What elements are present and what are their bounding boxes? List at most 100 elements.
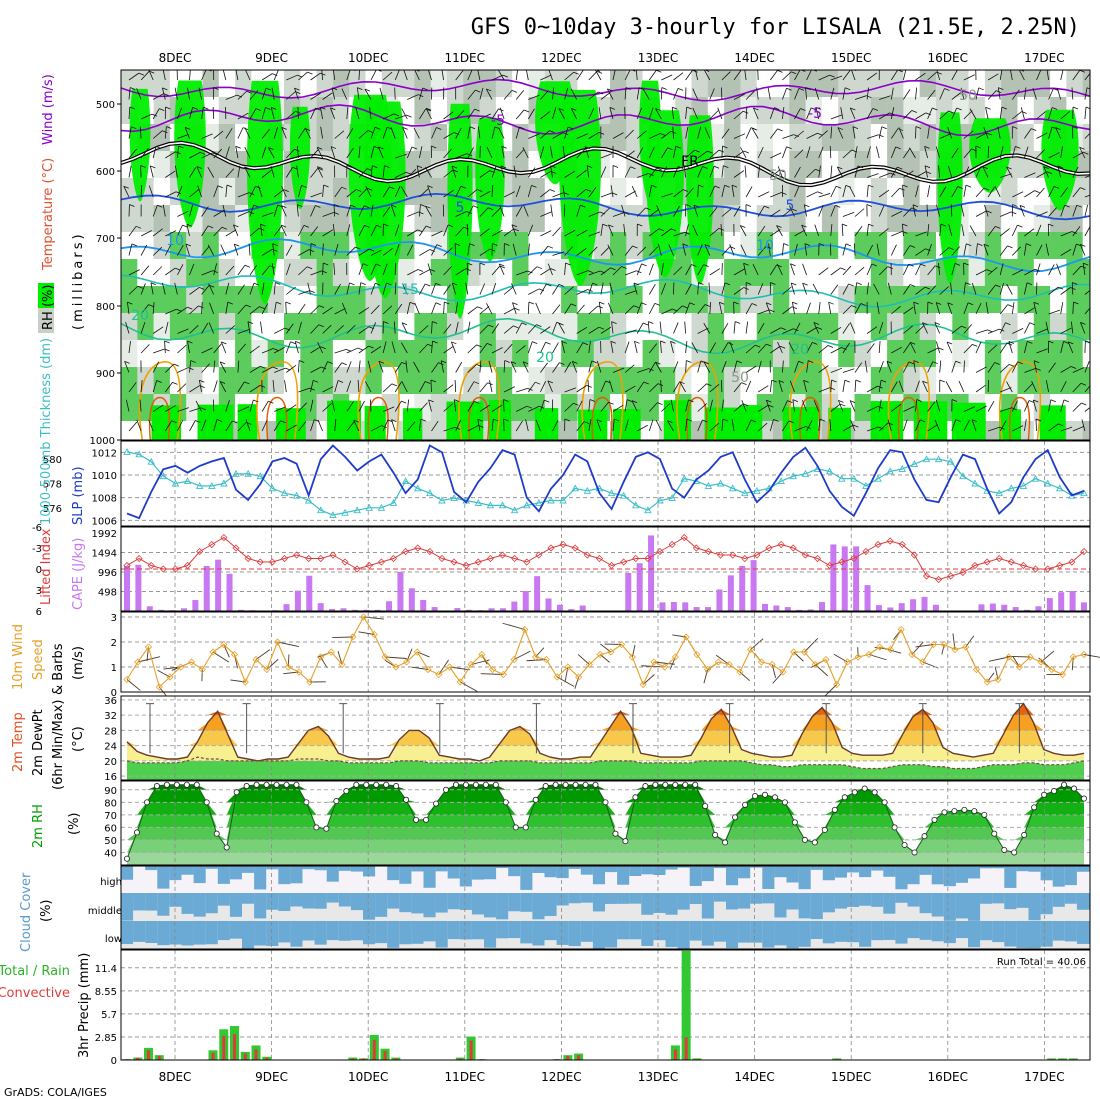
rh-cell xyxy=(218,367,236,395)
wind-barb-flag xyxy=(460,185,467,189)
rh-cell xyxy=(626,286,643,314)
wind-barb xyxy=(864,360,868,373)
wind-barb xyxy=(189,107,194,120)
rh-cell xyxy=(430,259,448,287)
wind-barb xyxy=(915,112,927,120)
wind-barb-flag xyxy=(402,127,408,130)
wind-barb-flag xyxy=(1091,225,1096,227)
wind-barb xyxy=(655,108,662,120)
wind10-point xyxy=(370,630,378,639)
rh-cell xyxy=(756,259,774,287)
wind-barb xyxy=(189,407,202,412)
rh-cell xyxy=(1050,70,1067,98)
rh-cell xyxy=(838,232,855,260)
thickness-point xyxy=(232,469,240,477)
lifted-index-point xyxy=(922,572,931,580)
wind-barb-flag xyxy=(840,403,846,407)
rh-cell xyxy=(821,286,839,314)
wind-barb xyxy=(237,360,240,373)
wind-barb xyxy=(164,126,167,139)
wind-barb xyxy=(562,146,565,159)
rh-cell xyxy=(186,340,203,368)
wind-barb xyxy=(382,383,393,393)
wind-barb xyxy=(950,282,953,295)
thickness-point xyxy=(317,506,325,514)
rh-cell xyxy=(202,259,220,287)
rh-cell xyxy=(838,124,855,152)
cape-bar xyxy=(454,608,461,611)
temp2m-tick-label: 20 xyxy=(104,757,117,768)
wind-barb xyxy=(576,133,588,139)
wind10-point xyxy=(177,663,185,671)
rh-cell xyxy=(561,313,578,341)
cloud-block xyxy=(568,893,582,904)
wind-barb xyxy=(878,380,882,393)
wind-barb xyxy=(310,205,316,217)
rh-green-column xyxy=(174,80,206,228)
wind-barb xyxy=(588,360,593,373)
rh-cell xyxy=(642,340,660,368)
wind-barb-flag xyxy=(166,126,172,129)
cape-bar xyxy=(408,588,415,611)
rh-cell xyxy=(936,367,953,395)
wind10-point xyxy=(650,658,658,666)
wind-barb xyxy=(564,361,571,373)
wind-barb xyxy=(1036,70,1042,81)
rh-cell xyxy=(332,124,350,152)
wind-barb xyxy=(286,286,296,295)
cloud-block xyxy=(617,893,630,904)
wind-barb-flag xyxy=(633,282,640,286)
cloud-block xyxy=(810,866,824,870)
wind-barb xyxy=(607,302,614,315)
cloud-block xyxy=(1064,893,1078,904)
cloud-bg xyxy=(568,866,582,893)
wind-barb xyxy=(887,419,892,432)
cloud-block xyxy=(496,866,509,869)
cloud-row-label: low xyxy=(105,934,122,945)
wind-barb xyxy=(637,368,649,373)
wind-barb xyxy=(406,244,414,256)
rh2m-point xyxy=(433,800,440,807)
wind-barb-flag xyxy=(320,106,326,110)
wind10-point xyxy=(886,645,895,654)
wind-barb-flag xyxy=(463,226,469,230)
wind-barb xyxy=(225,325,236,334)
rh-cell xyxy=(121,205,138,233)
cloud-block xyxy=(605,893,618,904)
wind-barb xyxy=(960,87,965,100)
wind-barb xyxy=(547,263,553,276)
wind-barb xyxy=(195,400,202,412)
wind-barb-flag xyxy=(985,106,991,110)
cloud-block xyxy=(919,893,933,914)
wind-barb xyxy=(1048,88,1054,100)
cape-tick-label: 1992 xyxy=(92,529,117,540)
temperature-contour-low xyxy=(998,361,1042,440)
wind-barb-flag xyxy=(265,107,271,110)
wind-barb xyxy=(549,146,553,159)
rh-cell xyxy=(610,340,627,368)
wind-barb xyxy=(390,127,396,139)
wind10-point xyxy=(919,658,927,666)
cloud-bg xyxy=(677,866,691,893)
wind10-point xyxy=(187,658,196,666)
wind-barb xyxy=(213,360,216,373)
wind-barb xyxy=(648,185,652,198)
wind-barb-flag xyxy=(703,264,709,267)
wind-barb xyxy=(951,419,957,432)
cloud-block xyxy=(181,893,195,914)
wind-barb xyxy=(926,204,928,217)
wind-barb xyxy=(322,324,332,334)
wind-barb xyxy=(528,266,538,276)
wind-barb xyxy=(576,270,589,276)
wind-barb-flag xyxy=(187,306,193,310)
rh2m-tick-label: 60 xyxy=(104,823,117,834)
wind10-point xyxy=(144,643,153,651)
wind-barb xyxy=(382,186,390,198)
wind-barb xyxy=(1084,87,1088,100)
cloud-block xyxy=(1016,921,1029,949)
wind-barb-flag xyxy=(841,223,848,227)
cloud-block xyxy=(181,866,195,875)
rh-cell xyxy=(512,205,529,233)
wind-barb xyxy=(961,224,965,237)
lifted-index-point xyxy=(184,561,192,570)
